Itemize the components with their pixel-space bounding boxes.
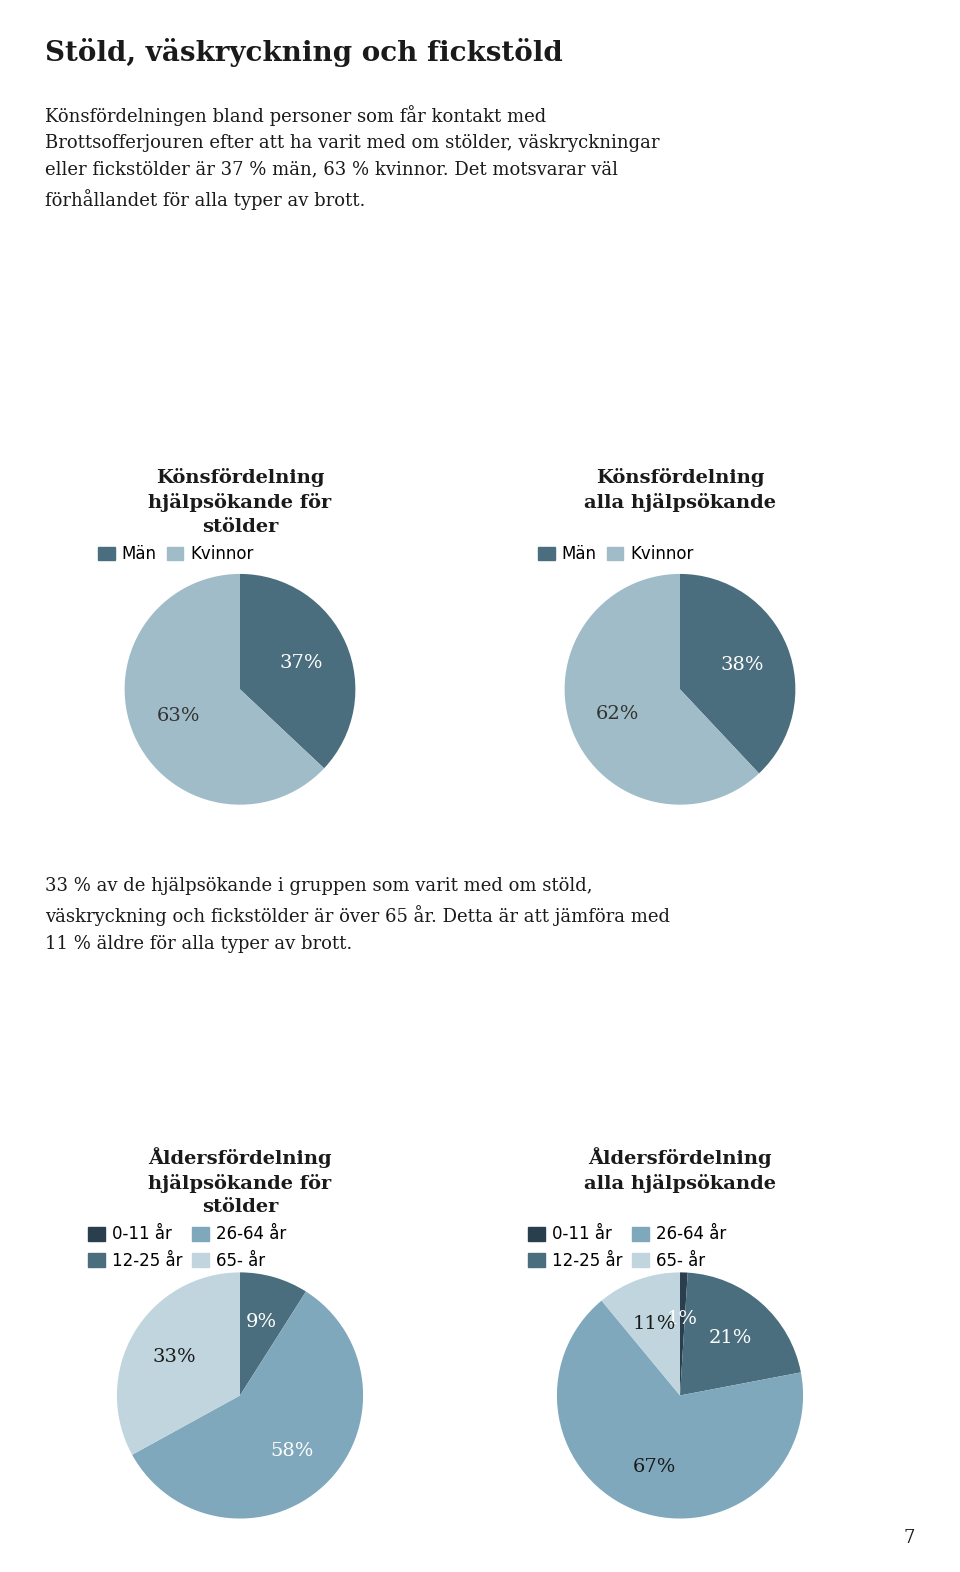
Text: Åldersfördelning
alla hjälpsökande: Åldersfördelning alla hjälpsökande	[584, 1146, 776, 1193]
Wedge shape	[602, 1272, 680, 1396]
Text: 21%: 21%	[708, 1330, 752, 1347]
Wedge shape	[680, 1272, 687, 1396]
Text: 58%: 58%	[271, 1442, 314, 1460]
Text: 11%: 11%	[633, 1314, 676, 1333]
Wedge shape	[240, 574, 355, 769]
Wedge shape	[132, 1292, 363, 1519]
Text: Stöld, väskryckning och fickstöld: Stöld, väskryckning och fickstöld	[45, 38, 563, 68]
Text: 38%: 38%	[720, 656, 764, 674]
Text: 7: 7	[903, 1530, 915, 1547]
Legend: Män, Kvinnor: Män, Kvinnor	[539, 545, 693, 563]
Text: 9%: 9%	[246, 1313, 276, 1331]
Text: Könsfördelning
hjälpsökande för
stölder: Könsfördelning hjälpsökande för stölder	[149, 468, 331, 536]
Text: 62%: 62%	[596, 704, 639, 723]
Legend: 0-11 år, 12-25 år, 26-64 år, 65- år: 0-11 år, 12-25 år, 26-64 år, 65- år	[528, 1225, 726, 1270]
Text: 37%: 37%	[279, 654, 324, 671]
Text: Könsfördelningen bland personer som får kontakt med
Brottsofferjouren efter att : Könsfördelningen bland personer som får …	[45, 105, 660, 211]
Text: Könsfördelning
alla hjälpsökande: Könsfördelning alla hjälpsökande	[584, 468, 776, 512]
Wedge shape	[240, 1272, 306, 1396]
Wedge shape	[564, 574, 759, 805]
Text: 67%: 67%	[633, 1459, 676, 1476]
Wedge shape	[125, 574, 324, 805]
Text: Åldersfördelning
hjälpsökande för
stölder: Åldersfördelning hjälpsökande för stölde…	[148, 1146, 332, 1217]
Text: 33 % av de hjälpsökande i gruppen som varit med om stöld,
väskryckning och ficks: 33 % av de hjälpsökande i gruppen som va…	[45, 877, 670, 953]
Text: 63%: 63%	[156, 707, 201, 725]
Text: 1%: 1%	[667, 1309, 698, 1328]
Legend: Män, Kvinnor: Män, Kvinnor	[98, 545, 253, 563]
Legend: 0-11 år, 12-25 år, 26-64 år, 65- år: 0-11 år, 12-25 år, 26-64 år, 65- år	[88, 1225, 286, 1270]
Wedge shape	[557, 1300, 804, 1519]
Wedge shape	[117, 1272, 240, 1454]
Wedge shape	[680, 1273, 801, 1396]
Text: 33%: 33%	[153, 1347, 196, 1366]
Wedge shape	[680, 574, 796, 773]
